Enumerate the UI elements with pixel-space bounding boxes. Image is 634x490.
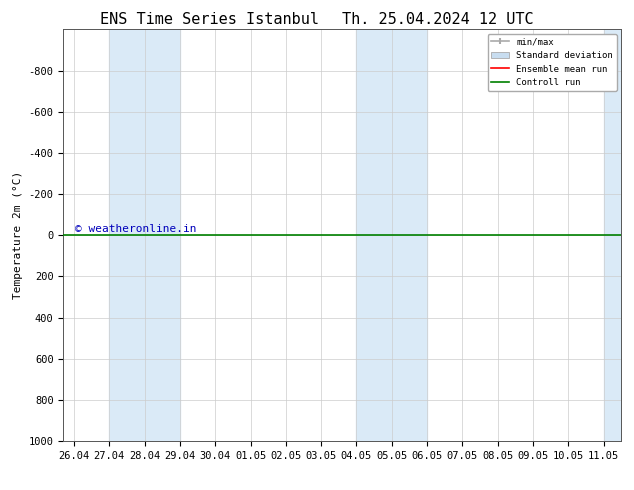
Text: ENS Time Series Istanbul: ENS Time Series Istanbul [100, 12, 319, 27]
Bar [604, 29, 621, 441]
Text: Th. 25.04.2024 12 UTC: Th. 25.04.2024 12 UTC [342, 12, 533, 27]
Bar [356, 29, 427, 441]
Bar [109, 29, 180, 441]
Legend: min/max, Standard deviation, Ensemble mean run, Controll run: min/max, Standard deviation, Ensemble me… [488, 34, 617, 91]
Y-axis label: Temperature 2m (°C): Temperature 2m (°C) [13, 171, 23, 299]
Text: © weatheronline.in: © weatheronline.in [75, 224, 196, 234]
